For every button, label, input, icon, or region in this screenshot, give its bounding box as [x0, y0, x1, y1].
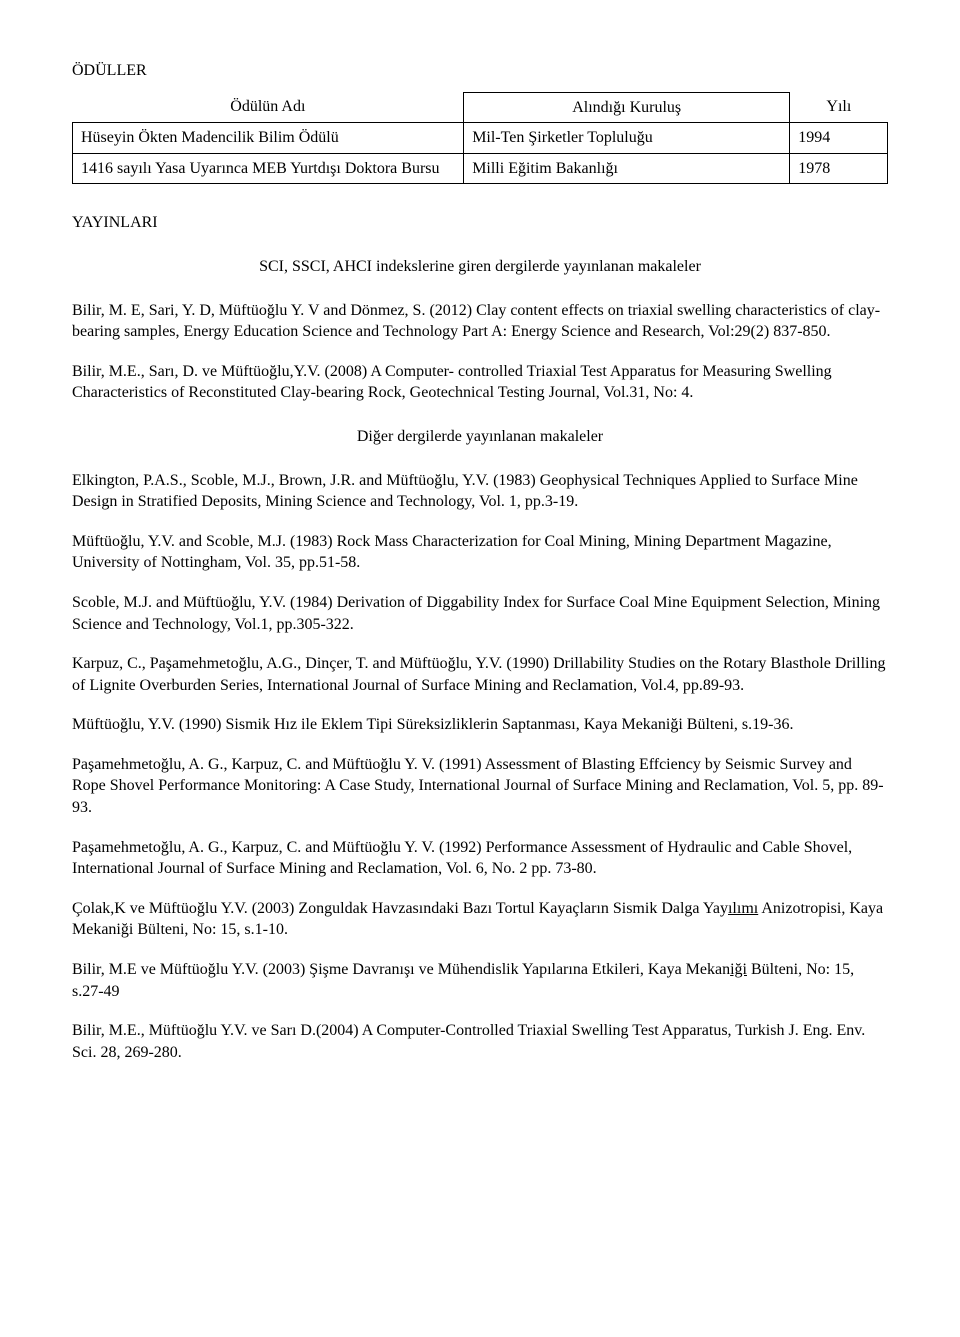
awards-col-org: Alındığı Kuruluş	[464, 92, 790, 123]
entry-pre: Çolak,K ve Müftüoğlu Y.V. (2003) Zonguld…	[72, 900, 728, 917]
publication-entry: Müftüoğlu, Y.V. (1990) Sismik Hız ile Ek…	[72, 714, 888, 736]
publication-entry: Elkington, P.A.S., Scoble, M.J., Brown, …	[72, 470, 888, 513]
other-heading: Diğer dergilerde yayınlanan makaleler	[72, 426, 888, 448]
table-row: 1416 sayılı Yasa Uyarınca MEB Yurtdışı D…	[73, 153, 888, 184]
award-org: Milli Eğitim Bakanlığı	[464, 153, 790, 184]
publications-section-title: YAYINLARI	[72, 212, 888, 234]
publication-entry: Bilir, M.E., Sarı, D. ve Müftüoğlu,Y.V. …	[72, 361, 888, 404]
award-name: Hüseyin Ökten Madencilik Bilim Ödülü	[73, 123, 464, 154]
publication-entry: Karpuz, C., Paşamehmetoğlu, A.G., Dinçer…	[72, 653, 888, 696]
publication-entry: Paşamehmetoğlu, A. G., Karpuz, C. and Mü…	[72, 837, 888, 880]
entry-underline: iği	[730, 961, 747, 978]
award-org: Mil-Ten Şirketler Topluluğu	[464, 123, 790, 154]
publication-entry: Bilir, M.E., Müftüoğlu Y.V. ve Sarı D.(2…	[72, 1020, 888, 1063]
entry-underline: ılımı	[728, 900, 758, 917]
awards-col-name: Ödülün Adı	[73, 92, 464, 123]
entry-pre: Bilir, M.E ve Müftüoğlu Y.V. (2003) Şişm…	[72, 961, 730, 978]
sci-heading: SCI, SSCI, AHCI indekslerine giren dergi…	[72, 256, 888, 278]
award-name: 1416 sayılı Yasa Uyarınca MEB Yurtdışı D…	[73, 153, 464, 184]
publication-entry: Bilir, M.E ve Müftüoğlu Y.V. (2003) Şişm…	[72, 959, 888, 1002]
awards-section-title: ÖDÜLLER	[72, 60, 888, 82]
award-year: 1994	[790, 123, 888, 154]
publication-entry: Scoble, M.J. and Müftüoğlu, Y.V. (1984) …	[72, 592, 888, 635]
publication-entry: Çolak,K ve Müftüoğlu Y.V. (2003) Zonguld…	[72, 898, 888, 941]
awards-table: Ödülün Adı Alındığı Kuruluş Yılı Hüseyin…	[72, 92, 888, 185]
table-row: Hüseyin Ökten Madencilik Bilim Ödülü Mil…	[73, 123, 888, 154]
publication-entry: Paşamehmetoğlu, A. G., Karpuz, C. and Mü…	[72, 754, 888, 819]
award-year: 1978	[790, 153, 888, 184]
publication-entry: Bilir, M. E, Sari, Y. D, Müftüoğlu Y. V …	[72, 300, 888, 343]
awards-col-year: Yılı	[790, 92, 888, 123]
publication-entry: Müftüoğlu, Y.V. and Scoble, M.J. (1983) …	[72, 531, 888, 574]
